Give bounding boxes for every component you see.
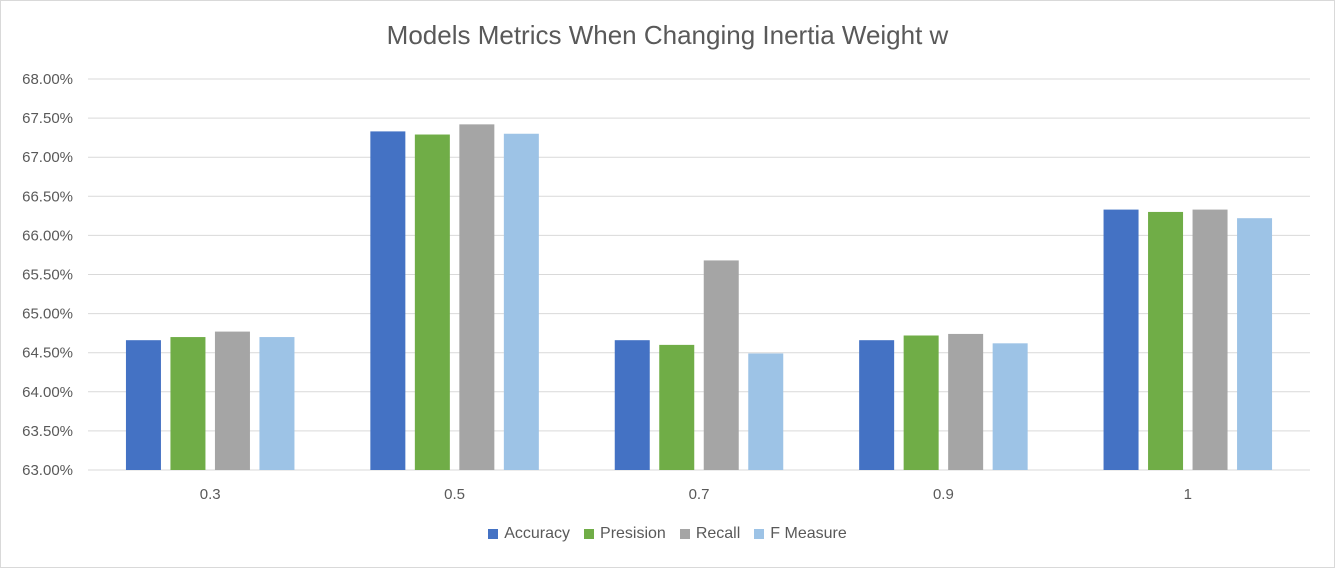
bar-presision [414,134,450,470]
bar-accuracy [614,340,650,470]
legend-label: Presision [600,525,666,542]
bar-recall [1192,209,1228,470]
y-tick-label: 64.50% [22,345,73,362]
x-tick-label: 0.3 [200,486,221,503]
bar-presision [1148,211,1184,470]
y-tick-label: 67.50% [22,110,73,127]
bar-accuracy [1103,209,1139,470]
bar-accuracy [370,131,406,471]
bar-presision [903,335,939,470]
y-tick-label: 66.00% [22,227,73,244]
y-tick-label: 65.00% [22,306,73,323]
bar-f-measure [992,343,1028,470]
bar-accuracy [859,340,895,470]
legend-swatch [679,529,690,539]
y-tick-label: 67.00% [22,149,73,166]
bar-accuracy [125,340,161,470]
legend-swatch [754,529,765,539]
bar-recall [459,124,495,470]
bar-recall [214,331,250,470]
legend: Accuracy Presision Recall F Measure [0,525,1335,543]
legend-item: F Measure [754,525,847,543]
x-tick-label: 0.5 [444,486,465,503]
legend-swatch [488,529,499,539]
bar-recall [703,260,739,470]
legend-swatch [584,529,595,539]
legend-label: Accuracy [504,525,571,542]
legend-label: F Measure [770,525,847,542]
y-tick-label: 66.50% [22,188,73,205]
bar-presision [170,337,206,470]
bar-f-measure [748,353,784,470]
y-tick-label: 68.00% [22,71,73,88]
y-tick-label: 63.50% [22,423,73,440]
x-tick-label: 0.9 [933,486,954,503]
bar-f-measure [259,337,295,470]
legend-item: Recall [679,525,741,543]
x-tick-label: 1 [1184,486,1192,503]
legend-item: Accuracy [488,525,570,543]
y-tick-label: 63.00% [22,462,73,479]
legend-label: Recall [695,525,741,542]
bar-f-measure [1237,218,1273,470]
bar-recall [948,333,984,470]
chart-title: Models Metrics When Changing Inertia Wei… [386,20,949,50]
x-tick-label: 0.7 [689,486,710,503]
bar-presision [659,344,695,470]
legend-item: Presision [584,525,666,543]
y-tick-label: 64.00% [22,384,73,401]
y-tick-label: 65.50% [22,267,73,284]
bar-f-measure [503,133,539,471]
